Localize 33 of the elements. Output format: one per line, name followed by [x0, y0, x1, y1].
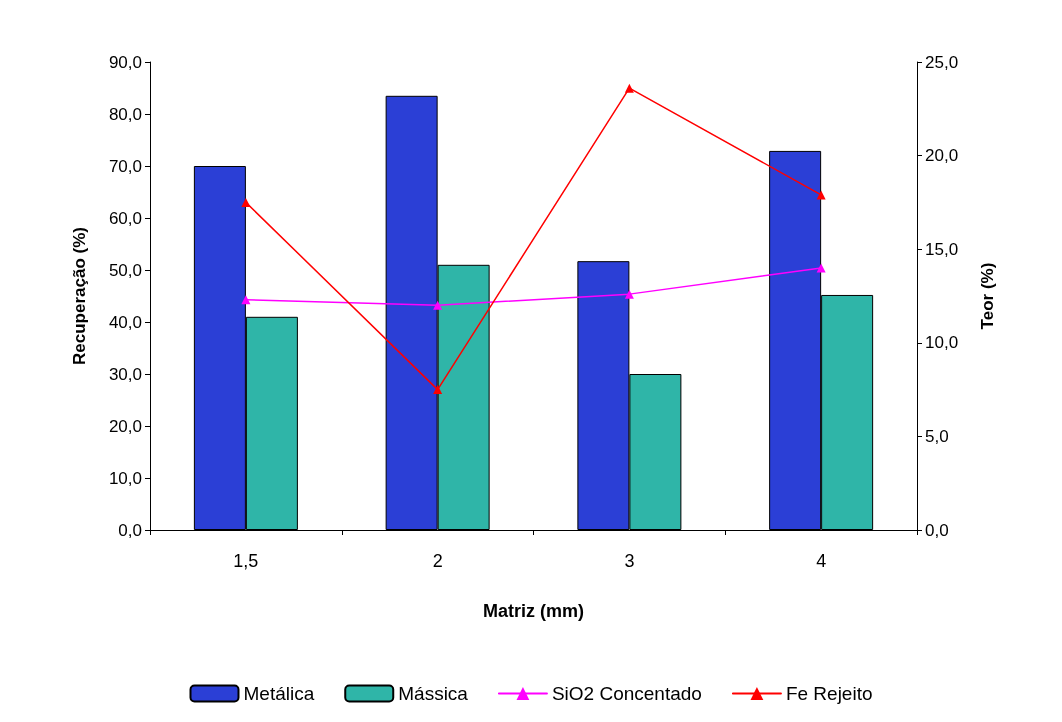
legend-label: Mássica [398, 683, 469, 704]
y-tick-label: 10,0 [108, 468, 142, 488]
y-tick-label: 0,0 [118, 520, 142, 540]
y-tick-label: 20,0 [108, 416, 142, 436]
x-axis-title: Matriz (mm) [482, 601, 585, 621]
point [624, 289, 634, 299]
y-axis-title: Recuperação (%) [70, 227, 89, 365]
y-tick-label: 90,0 [108, 52, 142, 72]
y-tick-label: 50,0 [108, 260, 142, 280]
y-tick-label: 80,0 [108, 104, 142, 124]
x-tick-label: 4 [816, 551, 827, 571]
y-tick-label: 60,0 [108, 208, 142, 228]
y2-tick-label: 0,0 [925, 520, 949, 540]
y2-tick-label: 10,0 [925, 333, 959, 353]
y-tick-label: 30,0 [108, 364, 142, 384]
y2-tick-label: 15,0 [925, 239, 959, 259]
x-tick-label: 2 [432, 551, 443, 571]
y-tick-label: 40,0 [108, 312, 142, 332]
point [433, 385, 443, 395]
point [433, 300, 443, 310]
point [241, 295, 251, 305]
y2-tick-label: 5,0 [925, 426, 949, 446]
point [241, 197, 251, 207]
y-tick-label: 70,0 [108, 156, 142, 176]
legend-label: Metálica [243, 683, 315, 704]
legend-label: Fe Rejeito [785, 683, 873, 704]
point [624, 83, 634, 93]
y2-tick-label: 25,0 [925, 52, 959, 72]
x-tick-label: 1,5 [233, 551, 259, 571]
legend-label: SiO2 Concentado [551, 683, 702, 704]
y2-axis-title: Teor (%) [978, 262, 997, 330]
y2-tick-label: 20,0 [925, 146, 959, 166]
x-tick-label: 3 [624, 551, 635, 571]
